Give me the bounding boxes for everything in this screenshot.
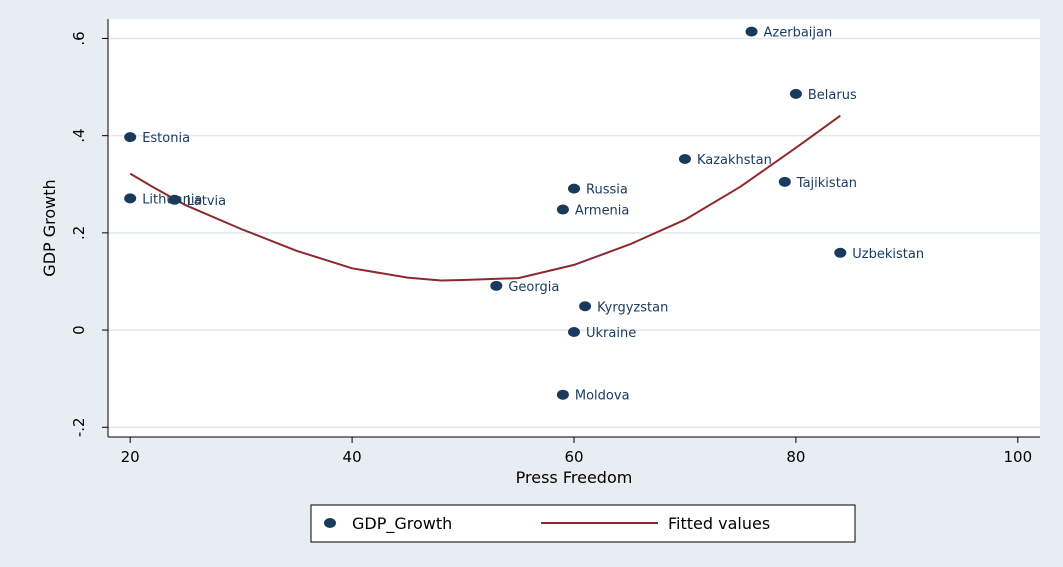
y-tick-label: .6	[70, 31, 88, 45]
point-kyrgyzstan	[579, 301, 592, 312]
point-estonia	[124, 132, 137, 143]
axes: -.2 0 .2 .4 .6 20 40 60 80 100	[70, 19, 1040, 466]
point-label-georgia: Georgia	[508, 280, 559, 295]
point-label-kyrgyzstan: Kyrgyzstan	[597, 300, 668, 315]
point-azerbaijan	[745, 26, 758, 37]
x-tick-label: 40	[343, 448, 362, 466]
x-tick-label: 60	[564, 448, 583, 466]
point-russia	[568, 183, 580, 194]
point-belarus	[789, 88, 802, 99]
point-armenia	[556, 204, 569, 215]
point-label-armenia: Armenia	[575, 204, 630, 219]
legend-label-gdp-growth: GDP_Growth	[352, 514, 452, 534]
point-lithuania	[124, 193, 137, 204]
x-tick-label: 80	[786, 448, 805, 466]
point-label-moldova: Moldova	[575, 389, 630, 404]
legend: GDP_Growth Fitted values	[310, 504, 856, 543]
scatter-points: EstoniaLithuaniaLatviaGeorgiaArmeniaMold…	[124, 26, 924, 404]
y-tick-label: 0	[70, 325, 88, 335]
point-moldova	[556, 389, 569, 400]
point-label-kazakhstan: Kazakhstan	[697, 153, 772, 168]
plot-area	[108, 19, 1040, 437]
point-label-russia: Russia	[586, 183, 628, 198]
x-tick-label: 20	[121, 448, 140, 466]
point-uzbekistan	[834, 247, 847, 258]
fitted-values-line	[129, 114, 841, 282]
point-latvia	[168, 194, 181, 205]
fitted-line-layer	[129, 114, 841, 282]
y-axis-title: GDP Growth	[40, 179, 59, 276]
point-label-uzbekistan: Uzbekistan	[852, 247, 924, 262]
legend-scatter-marker	[324, 518, 336, 528]
y-tick-label: .4	[70, 128, 88, 142]
point-ukraine	[568, 327, 580, 338]
y-tick-label: -.2	[70, 417, 88, 437]
x-axis-title: Press Freedom	[516, 468, 633, 487]
point-georgia	[490, 280, 503, 291]
legend-label-fitted-values: Fitted values	[668, 514, 770, 533]
point-label-ukraine: Ukraine	[586, 326, 636, 341]
point-kazakhstan	[678, 153, 691, 164]
x-tick-label: 100	[1003, 448, 1032, 466]
y-tick-label: .2	[70, 226, 88, 240]
point-label-azerbaijan: Azerbaijan	[764, 26, 833, 41]
point-label-latvia: Latvia	[187, 194, 227, 209]
point-label-estonia: Estonia	[142, 131, 190, 146]
point-label-tajikistan: Tajikistan	[796, 176, 857, 191]
point-tajikistan	[778, 176, 791, 187]
point-label-belarus: Belarus	[808, 88, 857, 103]
